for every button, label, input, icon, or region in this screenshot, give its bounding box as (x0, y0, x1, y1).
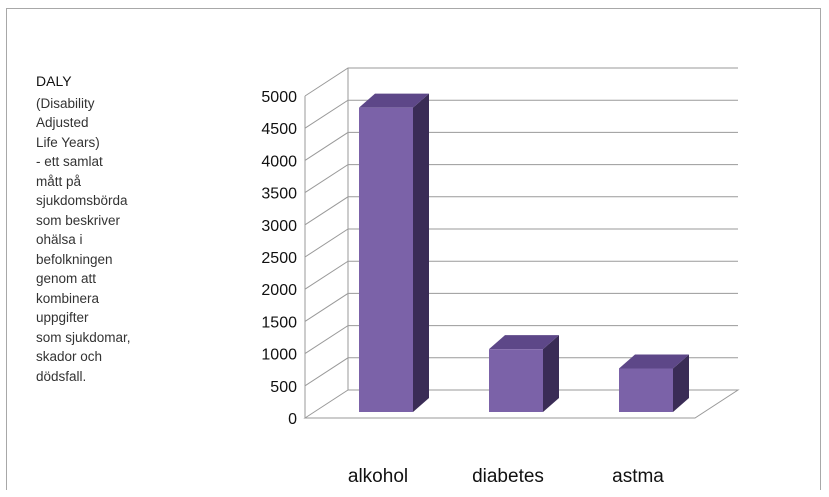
bar-top (619, 354, 689, 369)
gridlines (303, 67, 740, 419)
daly-heading: DALY (36, 73, 72, 89)
description-line: (Disability (36, 95, 95, 111)
y-tick-label: 0 (288, 411, 297, 428)
description-line: som sjukdomar, (36, 329, 131, 345)
daly-description: DALY (Disability Adjusted Life Years) - … (36, 72, 186, 386)
bar-side (413, 93, 429, 412)
y-tick-label: 2500 (261, 250, 297, 267)
gridline (304, 228, 738, 258)
gridline (304, 357, 738, 387)
x-axis-labels: alkohol diabetes astma (348, 466, 664, 487)
description-line: - ett samlat (36, 154, 103, 169)
y-tick-label: 3500 (261, 186, 297, 203)
description-line: dödsfall. (36, 368, 87, 384)
y-tick-label: 4000 (261, 153, 297, 170)
y-tick-label: 2000 (261, 282, 297, 299)
gridline (304, 292, 738, 322)
description-line: befolkningen (36, 251, 113, 267)
y-tick-label: 5000 (261, 89, 297, 106)
x-tick-label: alkohol (348, 466, 408, 487)
x-tick-label: astma (612, 466, 664, 487)
bar-astma (619, 368, 673, 412)
x-tick-label: diabetes (472, 466, 544, 487)
description-line: uppgifter (36, 310, 89, 325)
bar-side (543, 335, 559, 412)
gridline (304, 67, 738, 97)
description-line: Life Years) (36, 134, 100, 150)
y-tick-label: 1500 (261, 314, 297, 331)
description-line: mått på (36, 173, 82, 189)
bar-top (359, 93, 429, 108)
bars (359, 93, 689, 412)
description-line: kombinera (36, 290, 100, 306)
y-tick-label: 3000 (261, 218, 297, 235)
bar-diabetes (489, 349, 543, 412)
slide-frame (6, 8, 821, 490)
y-tick-label: 1000 (261, 347, 297, 364)
bar-side (673, 354, 689, 412)
bar-top (489, 335, 559, 350)
y-axis-ticks: 0 500 1000 1500 2000 2500 3000 3500 4000 4500 5000 (261, 89, 297, 428)
gridline (304, 131, 738, 161)
floor-outline (303, 389, 740, 419)
gridline (304, 260, 738, 290)
description-line: som beskriver (36, 212, 121, 228)
description-line: sjukdomsbörda (36, 193, 128, 208)
gridline (304, 99, 738, 129)
y-tick-label: 500 (270, 379, 297, 396)
description-line: ohälsa i (36, 232, 83, 247)
description-line: skador och (36, 349, 103, 364)
bar-alkohol (359, 107, 413, 412)
gridline (304, 325, 738, 355)
description-line: genom att (36, 271, 97, 286)
y-tick-label: 4500 (261, 121, 297, 138)
description-line: Adjusted (36, 115, 89, 130)
gridline (304, 196, 738, 226)
gridline (304, 164, 738, 194)
